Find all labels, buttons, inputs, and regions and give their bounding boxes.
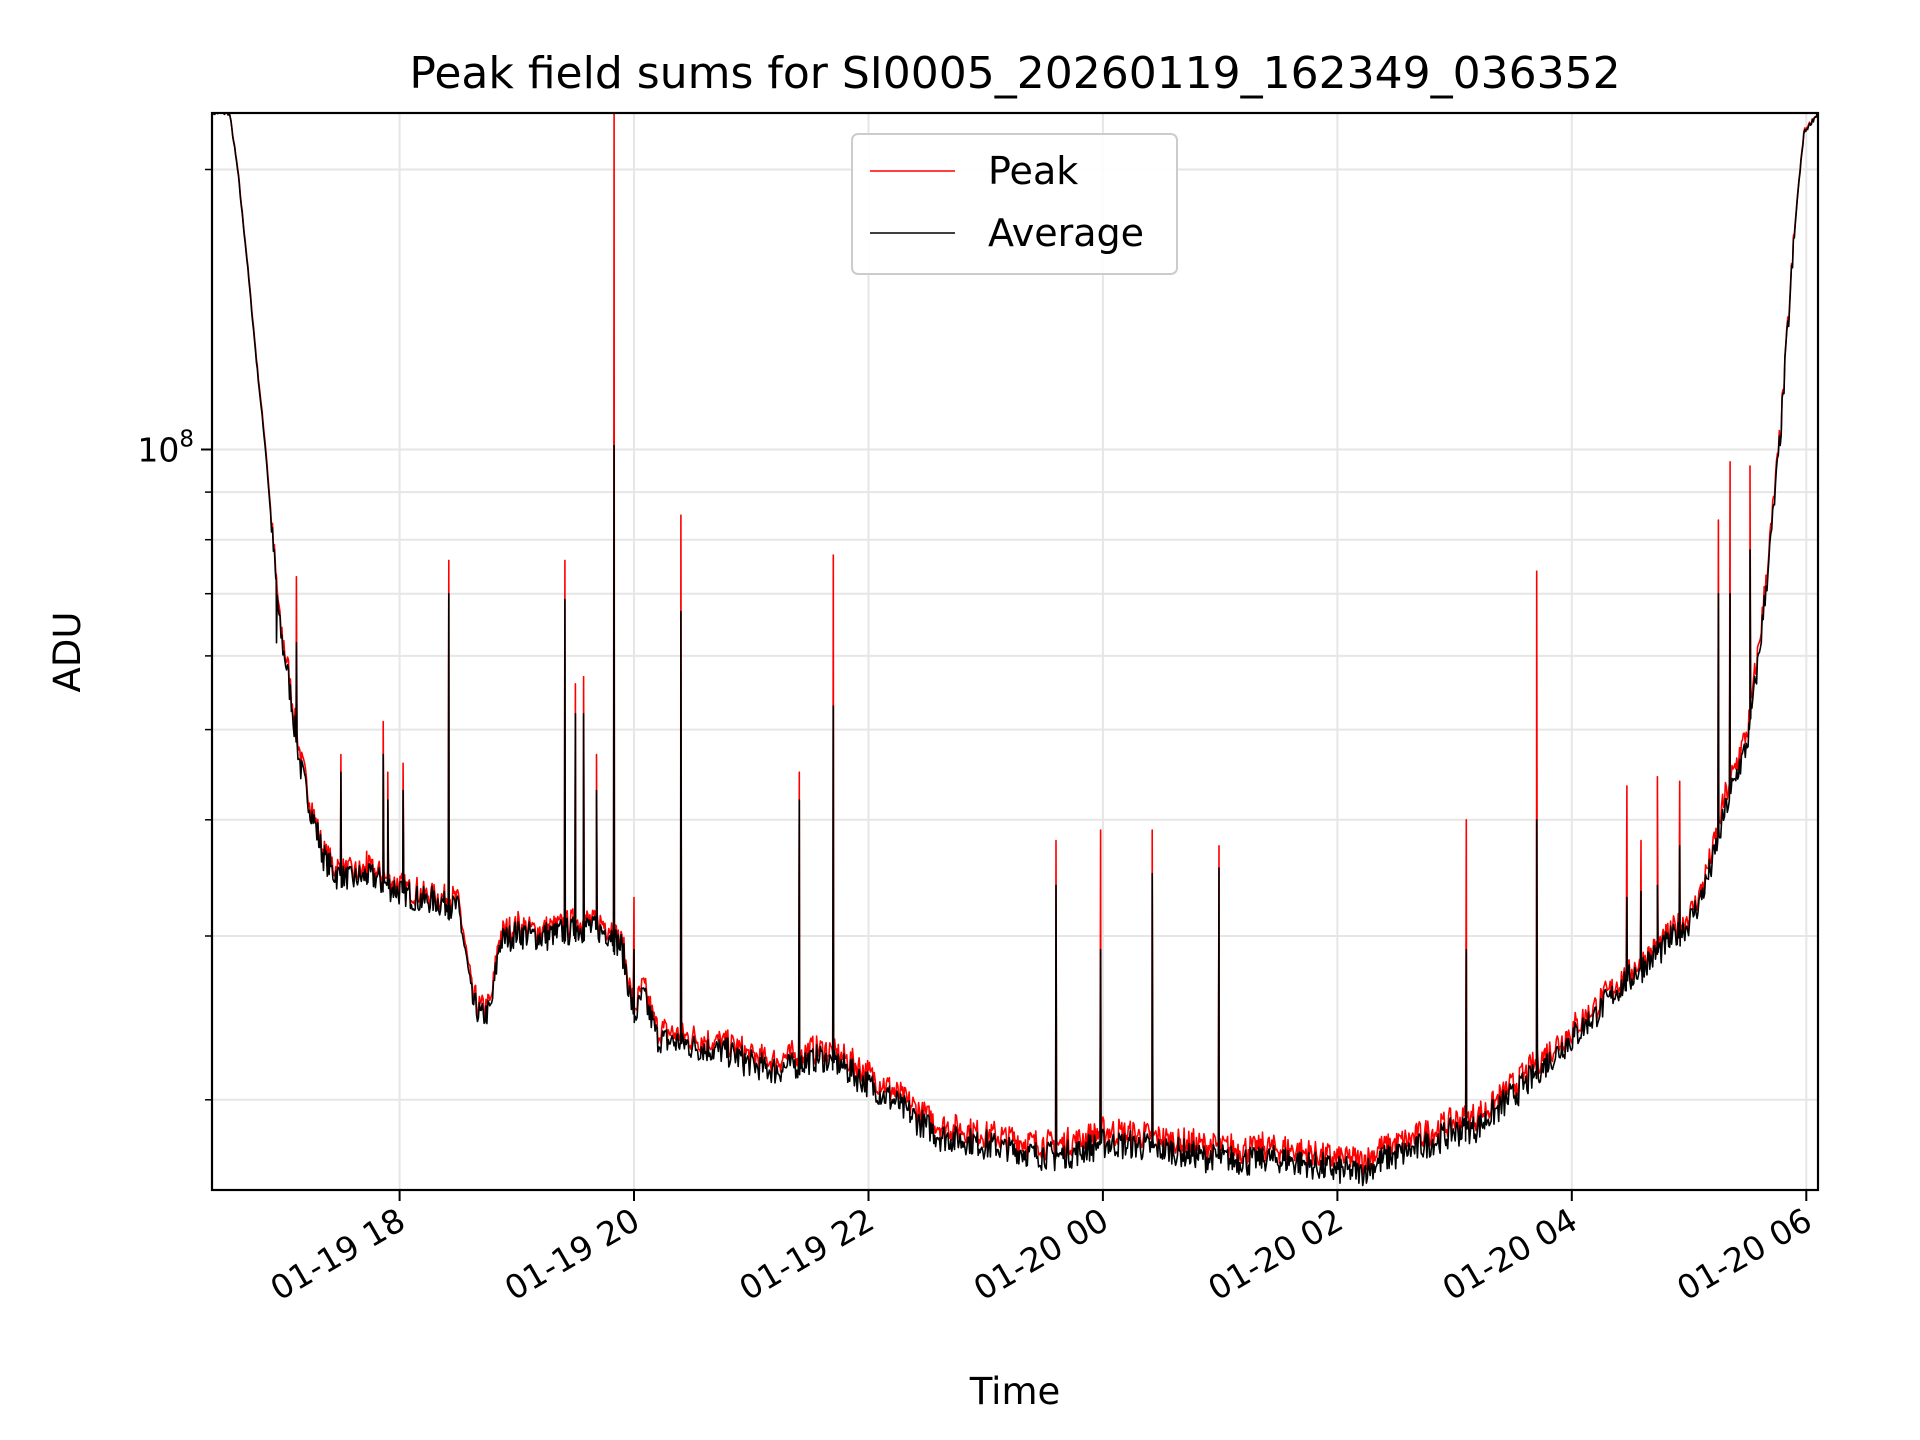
legend: Peak Average bbox=[851, 133, 1178, 275]
grid bbox=[212, 113, 1818, 1190]
y-axis-label: ADU bbox=[46, 612, 89, 693]
legend-label-average: Average bbox=[988, 211, 1144, 255]
series-line-peak bbox=[212, 113, 1818, 1176]
y-axis: 108 bbox=[137, 168, 212, 1101]
legend-box bbox=[851, 133, 1178, 275]
y-tick-label-0: 108 bbox=[137, 427, 194, 470]
plot-area-frame bbox=[210, 111, 1820, 1192]
legend-label-peak: Peak bbox=[988, 149, 1078, 193]
series-line-average bbox=[212, 113, 1818, 1187]
series-layer bbox=[212, 113, 1818, 1187]
x-axis-label: Time bbox=[969, 1370, 1061, 1413]
chart-title: Peak field sums for SI0005_20260119_1623… bbox=[409, 48, 1620, 99]
